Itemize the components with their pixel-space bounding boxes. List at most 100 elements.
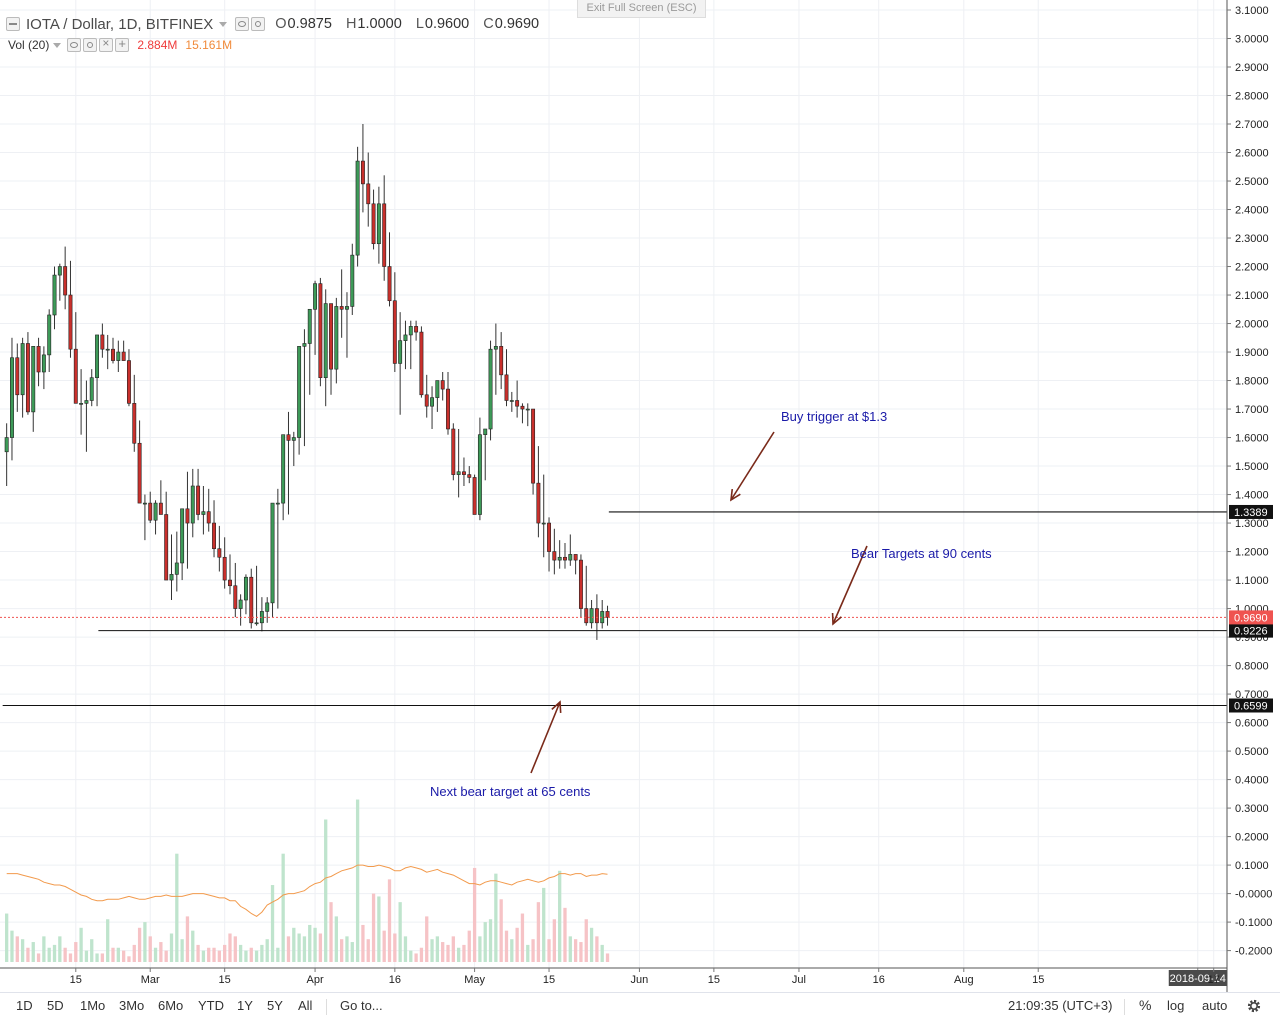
candle-body (430, 397, 434, 407)
y-tick-label: 2.4000 (1235, 205, 1269, 217)
range-3mo-button[interactable]: 3Mo (119, 998, 145, 1013)
candle-body (339, 306, 344, 310)
volume-legend: Vol (20) 2.884M 15.161M (8, 36, 232, 52)
chevron-down-icon[interactable] (53, 42, 62, 48)
candle-body (531, 408, 536, 484)
volume-title[interactable]: Vol (20) (8, 38, 50, 52)
range-5y-button[interactable]: 5Y (267, 998, 283, 1013)
volume-bar (26, 947, 30, 962)
goto-button[interactable]: Go to... (340, 998, 383, 1013)
price-axis[interactable]: 3.1000 3.0000 2.9000 2.8000 2.7000 2.6000 2.50… (1227, 5, 1272, 958)
candle-body (488, 348, 493, 430)
horizontal-lines[interactable] (0, 511, 1227, 707)
candle-body (520, 405, 525, 410)
volume-bar (499, 899, 503, 962)
volume-bar (494, 873, 498, 962)
candle-body (541, 522, 546, 525)
candle-body (127, 360, 131, 404)
y-tick-label: 1.6000 (1235, 433, 1269, 445)
volume-bar (175, 853, 179, 962)
log-scale-button[interactable]: log (1167, 998, 1185, 1013)
exit-fullscreen-button[interactable]: Exit Full Screen (ESC) (577, 0, 706, 18)
candle-body (552, 551, 557, 561)
range-1d-button[interactable]: 1D (16, 998, 33, 1013)
volume-bar (297, 933, 301, 962)
gear-icon[interactable] (251, 17, 266, 31)
candle-body (483, 428, 488, 435)
candle-body (222, 556, 227, 581)
volume-bar (552, 919, 556, 962)
more-icon[interactable] (115, 36, 130, 52)
candle-body (477, 434, 482, 515)
volume-bar (36, 953, 41, 962)
volume-bar (196, 944, 200, 962)
volume-bar (281, 853, 285, 962)
x-tick-label: Aug (954, 974, 974, 986)
annotation-texts[interactable]: Buy trigger at $1.3 Bear Targets at 90 ce… (430, 409, 992, 799)
range-ytd-button[interactable]: YTD (198, 998, 224, 1013)
range-all-button[interactable]: All (298, 998, 313, 1013)
volume-bar (579, 942, 583, 962)
price-chart[interactable]: Buy trigger at $1.3 Bear Targets at 90 ce… (0, 0, 1280, 992)
candle-body (196, 485, 201, 515)
annotation-arrows[interactable] (530, 431, 868, 774)
volume-bar (478, 936, 482, 962)
volume-bar (132, 944, 136, 962)
volume-bar (164, 950, 168, 962)
candle-body (79, 403, 84, 405)
candle-body (228, 579, 232, 587)
candle-body (15, 357, 20, 396)
time-axis[interactable]: 15 Mar 15 Apr 16 May 15 Jun 15 Jul 16 Aug 15 2018-09-… (70, 968, 1227, 986)
volume-bar (207, 947, 211, 962)
volume-bar (371, 893, 376, 962)
volume-bar (472, 867, 477, 962)
y-tick-label: 2.3000 (1235, 233, 1269, 245)
symbol-title[interactable]: IOTA / Dollar, 1D, BITFINEX (26, 15, 214, 33)
volume-bar (387, 879, 392, 962)
clock-timezone[interactable]: 21:09:35 (UTC+3) (1008, 998, 1113, 1013)
volume-bar (558, 870, 562, 962)
y-tick-label: 1.4000 (1235, 490, 1269, 502)
candle-body (589, 608, 594, 624)
candle-body (238, 599, 243, 609)
candle-body (57, 266, 62, 276)
volume-bar (47, 947, 51, 962)
candle-body (605, 611, 610, 618)
high-value: 1.0000 (357, 16, 402, 32)
volume-bar (441, 942, 445, 962)
range-6mo-button[interactable]: 6Mo (158, 998, 184, 1013)
x-tick-label: 16 (389, 974, 401, 986)
volume-bar (409, 950, 413, 962)
volume-bar (79, 927, 83, 962)
settings-gear-icon[interactable] (1246, 998, 1262, 1014)
gear-icon[interactable] (83, 38, 98, 52)
collapse-icon[interactable] (6, 17, 20, 31)
candle-body (499, 346, 504, 376)
close-icon[interactable] (99, 36, 114, 52)
chevron-down-icon[interactable] (219, 21, 228, 27)
candle-body (509, 400, 514, 402)
volume-bar (568, 936, 572, 962)
candle-body (4, 437, 9, 453)
range-1mo-button[interactable]: 1Mo (80, 998, 106, 1013)
auto-scale-button[interactable]: auto (1202, 998, 1228, 1013)
candle-body (392, 300, 397, 364)
volume-bar (116, 947, 120, 962)
volume-bar (515, 927, 519, 962)
volume-bar (159, 942, 163, 962)
divider (326, 999, 327, 1015)
candle-body (557, 556, 562, 561)
volume-bar (95, 953, 99, 962)
bottom-toolbar: 1D 5D 1Mo 3Mo 6Mo YTD 1Y 5Y All Go to...… (0, 992, 1280, 1025)
percent-scale-button[interactable]: % (1139, 997, 1152, 1013)
volume-bar (169, 933, 174, 962)
eye-icon[interactable] (235, 17, 250, 31)
volume-bar (456, 947, 461, 962)
range-1y-button[interactable]: 1Y (237, 998, 253, 1013)
candle-body (132, 403, 137, 444)
volume-bar (547, 939, 551, 962)
eye-icon[interactable] (67, 38, 82, 52)
range-5d-button[interactable]: 5D (47, 998, 64, 1013)
volume-bar (20, 939, 25, 962)
volume-bar (244, 950, 248, 962)
